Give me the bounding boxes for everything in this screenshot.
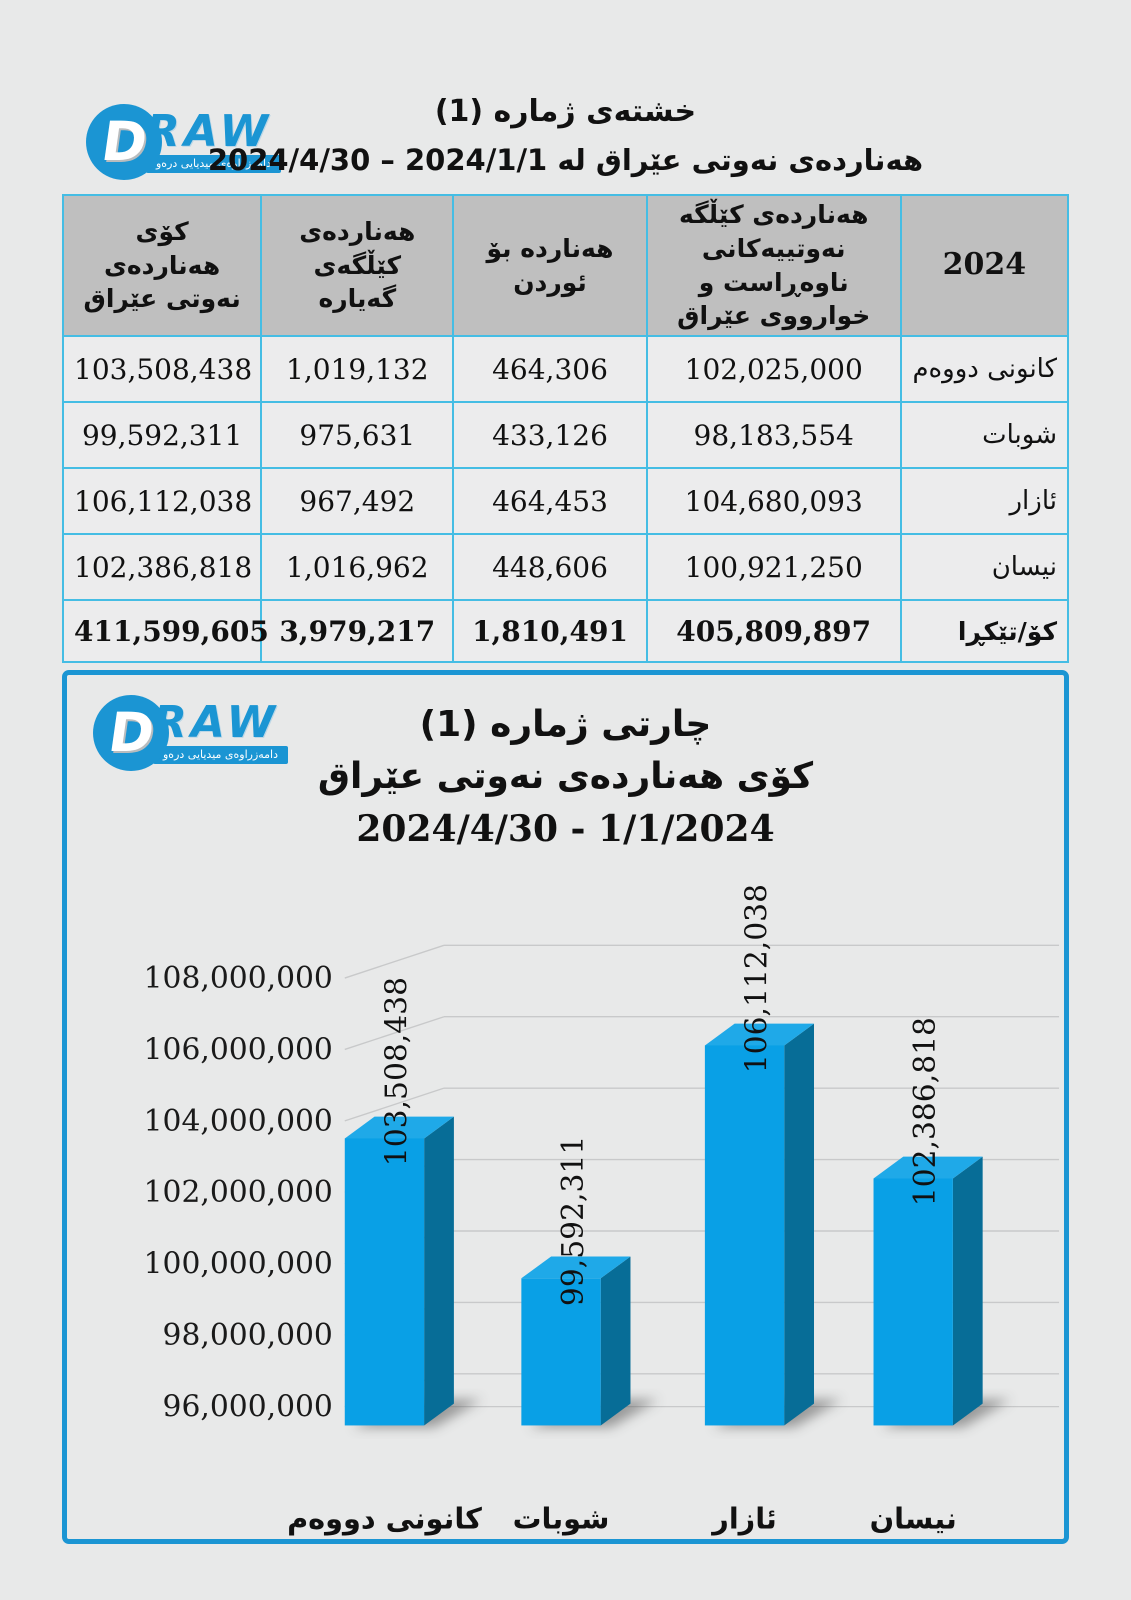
total-value: 1,810,491 [452,599,648,663]
cell-value: 100,921,250 [645,533,902,601]
draw-tagline: دامەزراوەی میدیایی درەو [153,745,289,765]
bar-top-face [873,1156,983,1179]
cell-value: 464,453 [452,467,648,535]
cell-value: 102,386,818 [61,533,263,601]
cell-value: 99,592,311 [61,401,263,469]
x-axis-label: نیسان [870,1501,957,1535]
x-axis-label: ئازار [710,1501,777,1535]
bar: 103,508,438 [344,977,482,1427]
bar-front-face [704,1045,785,1426]
table-total-row: کۆ/تێکڕا 405,809,897 1,810,491 3,979,217… [61,599,1070,663]
cell-value: 967,492 [260,467,455,535]
bar-chart: 96,000,000 98,000,000 100,000,000 102,000,0… [144,884,1060,1535]
draw-wordmark: RAW [153,696,280,748]
gridline-wall [344,1087,445,1122]
table-header-row: 2024 هەناردەی کێڵگه نەوتییەکانی ناوەڕاست… [61,194,1070,337]
draw-logo-mark: D [93,695,169,771]
draw-logo-d-icon: D [104,701,158,764]
chart-title: چارتی ژماره (1) [419,704,712,745]
y-tick-label: 98,000,000 [163,1318,333,1353]
draw-tagline: دامەزراوەی میدیایی درەو [146,154,282,174]
page-header: D RAW دامەزراوەی میدیایی درەو خشتەی ژمار… [0,0,1131,194]
x-axis-label: شوبات [513,1501,610,1535]
col-header-jordan-exports: هەنارده بۆ ئوردن [452,194,648,337]
y-tick-label: 96,000,000 [163,1389,333,1424]
bar-side-face [600,1256,631,1426]
table-row: نیسان 100,921,250 448,606 1,016,962 102,… [61,533,1070,601]
y-tick-label: 102,000,000 [144,1175,333,1210]
row-label-total: کۆ/تێکڕا [899,599,1070,663]
draw-logo-text: RAW دامەزراوەی میدیایی درەو [153,696,289,765]
chart-panel: D RAW دامەزراوەی میدیایی درەو چارتی ژمار… [62,670,1069,1544]
y-tick-label: 108,000,000 [144,961,333,996]
col-header-gayara-field: هەناردەی کێڵگەی گەیاره [260,194,455,337]
bar-value-label: 103,508,438 [379,977,414,1166]
bar-front-face [873,1178,953,1426]
bar-value-label: 102,386,818 [908,1017,943,1206]
gridline-wall [344,1015,445,1050]
y-tick-label: 106,000,000 [144,1032,333,1067]
total-value: 411,599,605 [61,599,269,663]
table-title: خشتەی ژمارە (1) [434,94,697,129]
row-label-february: شوبات [899,401,1070,469]
bar-side-face [424,1116,454,1426]
row-label-april: نیسان [899,533,1070,601]
y-tick-label: 100,000,000 [144,1246,333,1281]
chart-titles: چارتی ژماره (1) کۆی هەناردەی نەوتی عێراق… [67,675,1064,856]
bar-front-face [521,1277,601,1426]
total-value: 405,809,897 [645,599,902,663]
cell-value: 106,112,038 [61,467,263,535]
bar: 102,386,818 [873,1017,1011,1427]
chart-date-range: 1/1/2024 - 2024/4/30 [356,808,775,851]
bar-top-face [521,1256,631,1278]
cell-value: 464,306 [452,335,648,403]
draw-wordmark: RAW [146,105,273,157]
document-titles: خشتەی ژمارە (1) هەناردەی نەوتی عێراق له … [0,94,1131,177]
cell-value: 975,631 [260,401,455,469]
cell-value: 104,680,093 [645,467,902,535]
table-row: شوبات 98,183,554 433,126 975,631 99,592,… [61,401,1070,469]
bar: 106,112,038 [704,884,842,1427]
cell-value: 1,016,962 [260,533,455,601]
bar-value-label: 99,592,311 [556,1135,591,1305]
cell-value: 1,019,132 [260,335,455,403]
gridline-wall [344,944,445,979]
bar-value-label: 106,112,038 [739,884,774,1073]
x-axis-label: كانونی دووەم [287,1501,482,1535]
cell-value: 102,025,000 [645,335,902,403]
draw-logo: D RAW دامەزراوەی میدیایی درەو [93,695,289,771]
bar-top-face [704,1023,815,1046]
bar-side-face [784,1023,815,1426]
oil-exports-table: 2024 هەناردەی کێڵگه نەوتییەکانی ناوەڕاست… [61,194,1070,663]
cell-value: 103,508,438 [61,335,263,403]
bar-side-face [952,1156,983,1426]
total-value: 3,979,217 [260,599,455,663]
y-tick-label: 104,000,000 [144,1103,333,1138]
col-header-total-exports: کۆی هەناردەی نەوتی عێراق [61,194,263,337]
draw-logo: D RAW دامەزراوەی میدیایی درەو [86,104,282,180]
table-row: ئازار 104,680,093 464,453 967,492 106,11… [61,467,1070,535]
chart-subtitle: کۆی هەناردەی نەوتی عێراق [317,756,814,798]
bar-front-face [344,1138,425,1426]
draw-logo-mark: D [86,104,162,180]
table-row: كانونی دووەم 102,025,000 464,306 1,019,1… [61,335,1070,403]
bar: 99,592,311 [521,1135,659,1427]
row-label-january: كانونی دووەم [899,335,1070,403]
table-subtitle: هەناردەی نەوتی عێراق له 2024/1/1 – 2024/… [207,143,924,177]
row-label-march: ئازار [899,467,1070,535]
draw-logo-d-icon: D [97,110,151,173]
col-header-central-south-fields: هەناردەی کێڵگه نەوتییەکانی ناوەڕاست و خو… [645,194,902,337]
bar-top-face [344,1116,454,1139]
draw-logo-text: RAW دامەزراوەی میدیایی درەو [146,105,282,174]
cell-value: 448,606 [452,533,648,601]
cell-value: 433,126 [452,401,648,469]
cell-value: 98,183,554 [645,401,902,469]
col-header-year: 2024 [899,194,1070,337]
